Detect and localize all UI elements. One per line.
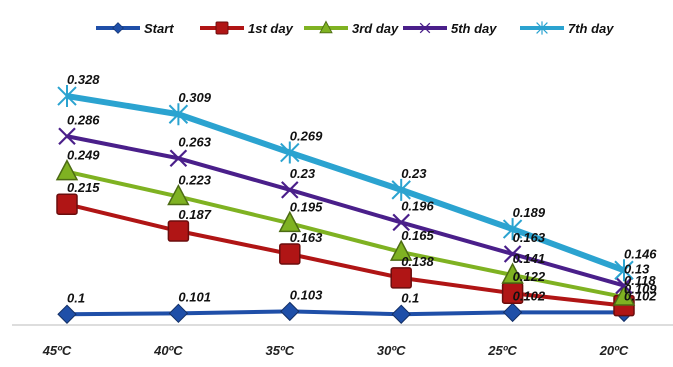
legend-label-5th-day: 5th day xyxy=(451,21,497,36)
data-label-5th-day-0: 0.286 xyxy=(67,112,100,127)
data-label-3rd-day-2: 0.195 xyxy=(290,199,323,214)
marker-3rd-day-5 xyxy=(612,284,636,306)
marker-5th-day-0 xyxy=(58,127,76,146)
chart-legend: Start 1st day 3rd day 5th day 7th day xyxy=(96,20,614,36)
legend-marker-3rd-day xyxy=(319,20,333,34)
data-label-7th-day-3: 0.23 xyxy=(401,166,427,181)
data-label-3rd-day-4: 0.141 xyxy=(513,251,546,266)
data-label-7th-day-4: 0.189 xyxy=(513,205,546,220)
marker-start-4 xyxy=(502,302,523,323)
data-label-5th-day-4: 0.163 xyxy=(513,230,546,245)
marker-start-1 xyxy=(168,303,189,324)
data-label-3rd-day-0: 0.249 xyxy=(67,148,100,163)
legend-item-1st-day: 1st day xyxy=(200,21,294,36)
data-label-1st-day-4: 0.122 xyxy=(513,269,546,284)
data-label-1st-day-5: 0.109 xyxy=(624,282,657,297)
legend-item-3rd-day: 3rd day xyxy=(304,20,399,36)
marker-7th-day-3 xyxy=(391,178,411,201)
data-label-1st-day-3: 0.138 xyxy=(401,254,434,269)
data-label-3rd-day-3: 0.165 xyxy=(401,228,434,243)
marker-start-0 xyxy=(57,304,77,324)
data-label-start-0: 0.1 xyxy=(67,290,85,305)
data-label-start-3: 0.1 xyxy=(401,290,419,305)
data-label-7th-day-1: 0.309 xyxy=(178,90,211,105)
marker-5th-day-4 xyxy=(503,245,522,263)
data-labels: 0.1 0.101 0.103 0.1 0.102 0.102 0.215 0.187 0.16… xyxy=(67,72,657,305)
legend-item-7th-day: 7th day xyxy=(520,21,614,36)
marker-3rd-day-1 xyxy=(167,183,190,206)
series-line-1st-day xyxy=(66,202,625,308)
marker-start-3 xyxy=(391,304,411,324)
data-label-5th-day-2: 0.23 xyxy=(290,166,316,181)
legend-label-1st-day: 1st day xyxy=(248,21,294,36)
data-label-7th-day-5: 0.146 xyxy=(624,246,657,261)
marker-1st-day-1 xyxy=(167,220,190,242)
marker-3rd-day-3 xyxy=(389,239,413,261)
marker-7th-day-0 xyxy=(57,85,77,108)
marker-3rd-day-2 xyxy=(278,210,302,233)
legend-marker-7th-day xyxy=(536,21,548,35)
legend-label-7th-day: 7th day xyxy=(568,21,614,36)
marker-5th-day-5 xyxy=(615,276,633,295)
x-tick-label: 25ºC xyxy=(487,343,517,358)
legend-item-5th-day: 5th day xyxy=(403,21,497,36)
series-line-start xyxy=(66,309,624,317)
series-line-7th-day xyxy=(66,93,626,274)
data-label-5th-day-1: 0.263 xyxy=(178,134,211,149)
series-lines xyxy=(66,93,626,317)
marker-1st-day-2 xyxy=(279,243,301,265)
series-markers xyxy=(55,85,636,324)
data-label-5th-day-3: 0.196 xyxy=(401,198,434,213)
legend-item-start: Start xyxy=(96,21,174,36)
marker-5th-day-1 xyxy=(169,149,188,168)
marker-5th-day-3 xyxy=(392,213,410,232)
marker-7th-day-2 xyxy=(280,141,300,164)
x-tick-label: 20ºC xyxy=(599,343,629,358)
data-label-start-2: 0.103 xyxy=(290,287,323,302)
marker-1st-day-0 xyxy=(56,193,78,215)
data-label-5th-day-5: 0.13 xyxy=(624,262,650,277)
data-label-start-5: 0.102 xyxy=(624,288,657,303)
data-label-1st-day-1: 0.187 xyxy=(178,207,211,222)
x-tick-label: 45ºC xyxy=(42,343,72,358)
marker-1st-day-3 xyxy=(390,267,412,289)
legend-marker-1st-day xyxy=(215,21,229,35)
legend-label-start: Start xyxy=(144,21,174,36)
data-label-start-4: 0.102 xyxy=(513,288,546,303)
legend-marker-5th-day xyxy=(419,22,431,34)
marker-7th-day-4 xyxy=(502,218,523,241)
marker-3rd-day-0 xyxy=(55,159,79,181)
data-label-1st-day-0: 0.215 xyxy=(67,180,100,195)
marker-7th-day-1 xyxy=(168,103,189,126)
marker-start-2 xyxy=(280,301,300,322)
data-label-1st-day-2: 0.163 xyxy=(290,230,323,245)
marker-5th-day-2 xyxy=(281,181,299,199)
data-label-start-1: 0.101 xyxy=(178,289,211,304)
legend-label-3rd-day: 3rd day xyxy=(352,21,399,36)
data-label-7th-day-2: 0.269 xyxy=(290,129,323,144)
data-label-3rd-day-1: 0.223 xyxy=(178,173,211,188)
marker-7th-day-5 xyxy=(614,259,634,282)
legend-marker-start xyxy=(112,22,124,34)
marker-3rd-day-4 xyxy=(501,262,524,284)
x-tick-label: 35ºC xyxy=(265,343,294,358)
data-label-3rd-day-5: 0.118 xyxy=(624,273,656,288)
x-tick-label: 40ºC xyxy=(153,343,183,358)
x-tick-label: 30ºC xyxy=(377,343,406,358)
series-line-5th-day xyxy=(66,134,625,288)
series-line-3rd-day xyxy=(66,169,625,300)
data-label-7th-day-0: 0.328 xyxy=(67,72,100,87)
x-axis-ticks: 45ºC 40ºC 35ºC 30ºC 25ºC 20ºC xyxy=(42,343,629,358)
